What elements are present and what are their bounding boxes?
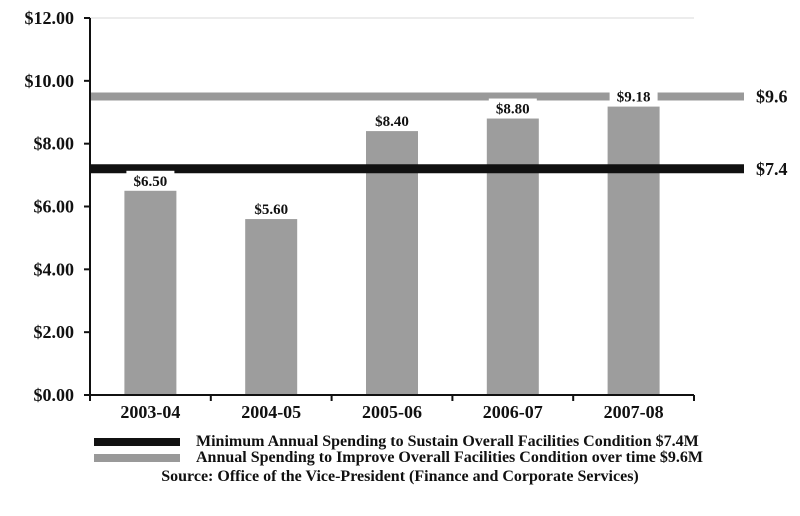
y-tick-label-1: $2.00 [34,322,75,342]
y-tick-label-5: $10.00 [25,71,75,91]
x-tick-label-2003-04: 2003-04 [120,402,180,420]
legend-label-improve: Annual Spending to Improve Overall Facil… [196,449,703,466]
bar-2006-07 [486,118,539,396]
legend-item-minimum: Minimum Annual Spending to Sustain Overa… [94,432,699,452]
value-label-bg-2007-08 [609,86,658,105]
bar-2005-06 [366,131,418,395]
value-label-bg-2003-04 [126,170,175,189]
legend-item-improve: Annual Spending to Improve Overall Facil… [94,448,703,468]
x-tick-label-2005-06: 2005-06 [362,402,422,420]
x-tick-label-2004-05: 2004-05 [241,402,301,420]
value-label-2004-05: $5.60 [254,202,288,218]
y-tick-label-4: $8.00 [34,134,75,154]
value-label-2007-08: $9.18 [617,90,651,106]
value-label-bg-2005-06 [368,111,416,130]
y-tick-label-3: $6.00 [34,197,75,217]
y-tick-label-6: $12.00 [25,8,75,28]
value-label-2005-06: $8.40 [375,114,409,130]
bar-2003-04 [124,190,177,395]
bar-chart: $6.50 $5.60 $8.40 $8.80 $9.18 $7.4 $9.6 $0.00 $2… [25,8,788,420]
reference-line-label-1: $9.6 [756,87,788,107]
source-note: Source: Office of the Vice-President (Fi… [161,468,639,485]
y-tick-label-2: $4.00 [34,259,75,279]
bar-2004-05 [245,219,298,395]
value-label-2003-04: $6.50 [134,174,168,190]
legend-label-minimum: Minimum Annual Spending to Sustain Overa… [196,433,699,450]
bar-2007-08 [607,106,660,395]
y-tick-label-0: $0.00 [34,385,75,405]
reference-line-label-0: $7.4 [756,159,788,179]
value-label-bg-2004-05 [247,199,296,218]
x-tick-label-2007-08: 2007-08 [604,402,664,420]
legend-swatch-improve [94,454,180,462]
value-label-bg-2006-07 [488,98,537,117]
legend-swatch-minimum [94,438,180,446]
x-tick-label-2006-07: 2006-07 [483,402,543,420]
value-label-2006-07: $8.80 [496,102,530,118]
